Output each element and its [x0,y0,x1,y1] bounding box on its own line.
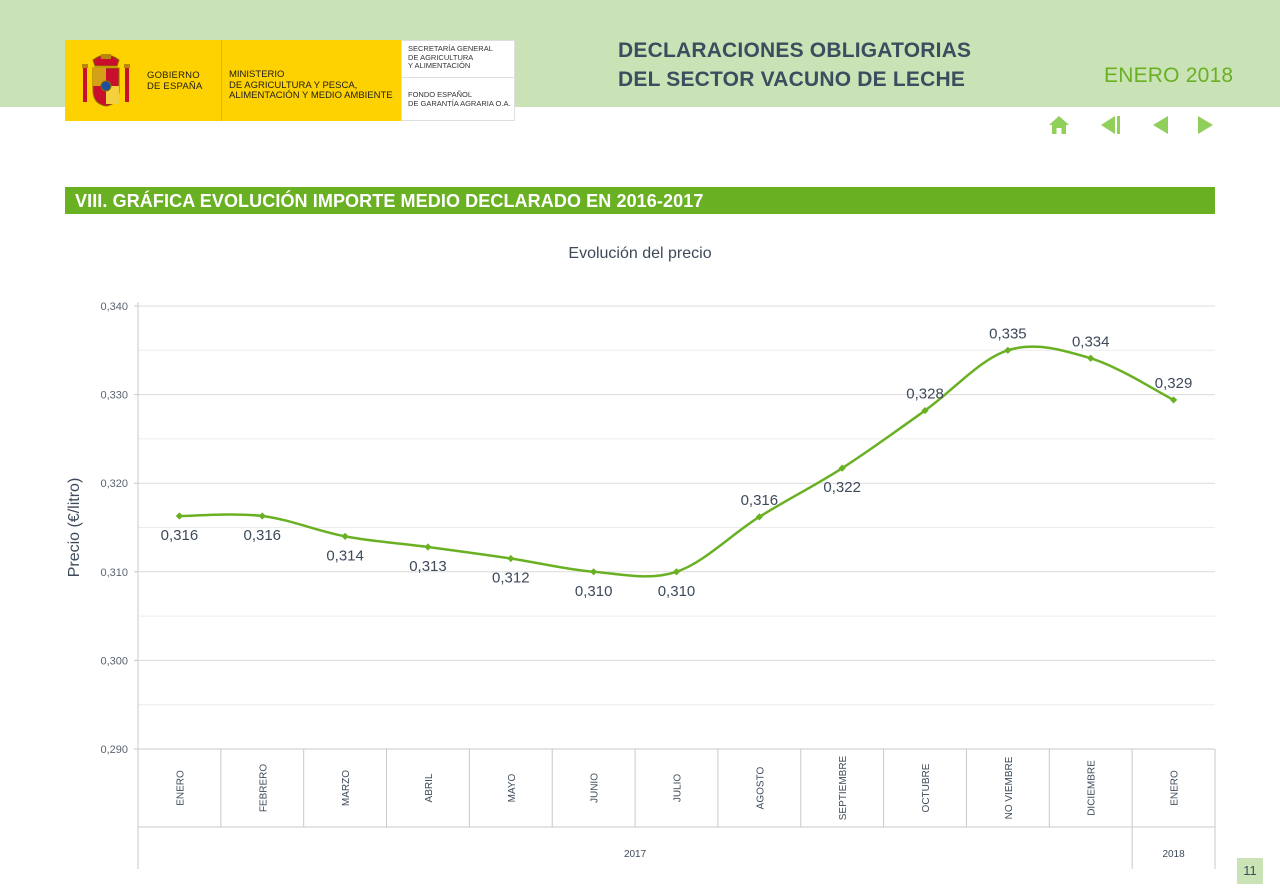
coat-of-arms-icon [82,54,130,107]
data-label: 0,310 [658,583,696,600]
home-icon[interactable] [1047,113,1071,137]
data-point [1169,396,1178,404]
section-title: VIII. GRÁFICA EVOLUCIÓN IMPORTE MEDIO DE… [75,191,704,211]
secretaria-line-1: SECRETARÍA GENERAL [408,44,493,53]
chart-title: Evolución del precio [568,245,711,262]
data-label: 0,329 [1155,375,1193,392]
x-tick-label: MARZO [341,770,352,806]
data-label: 0,314 [326,547,364,564]
y-tick-label: 0,310 [100,567,128,579]
ministerio-line-1: MINISTERIO [229,69,285,80]
fondo-label: FONDO ESPAÑOL DE GARANTÍA AGRARIA O.A. [408,90,511,108]
secretaria-line-2: DE AGRICULTURA [408,52,474,62]
document-title-line-2: DEL SECTOR VACUNO DE LECHE [618,68,966,91]
data-label: 0,312 [492,570,530,587]
fondo-line-1: FONDO ESPAÑOL [408,90,473,99]
data-point [755,513,763,521]
data-point [341,532,349,540]
x-tick-label: JUNIO [590,773,601,803]
data-label: 0,335 [989,325,1027,342]
data-label: 0,328 [906,386,944,403]
logo-white-block: SECRETARÍA GENERAL DE AGRICULTURA Y ALIM… [401,40,515,121]
x-tick-label: FEBRERO [258,764,269,813]
first-page-icon[interactable] [1097,113,1121,137]
secretaria-label: SECRETARÍA GENERAL DE AGRICULTURA Y ALIM… [408,44,493,71]
y-tick-label: 0,290 [100,744,128,756]
document-title: DECLARACIONES OBLIGATORIAS DEL SECTOR VA… [618,36,971,94]
ministerio-line-2: DE AGRICULTURA Y PESCA, [229,79,358,91]
data-point [921,406,929,415]
logo-white-divider [402,77,514,78]
data-label: 0,316 [741,492,779,509]
document-title-line-1: DECLARACIONES OBLIGATORIAS [618,39,972,62]
data-label: 0,334 [1072,333,1110,350]
data-label: 0,316 [161,527,199,544]
series-line [179,345,1175,578]
data-point [424,543,432,551]
x-tick-label: JULIO [673,774,684,803]
data-point [1087,354,1095,362]
data-point [258,512,266,520]
data-label: 0,310 [575,583,613,600]
y-axis-label: Precio (€/litro) [66,478,83,578]
y-tick-label: 0,330 [100,390,128,402]
data-point [1004,346,1012,354]
page-number: 11 [1237,858,1263,884]
x-tick-label: OCTUBRE [921,763,932,812]
year-label: 2018 [1162,849,1185,860]
x-tick-label: ENERO [1170,770,1181,806]
year-label: 2017 [624,849,647,860]
data-point [590,568,598,576]
logo-separator [221,40,222,121]
fondo-line-2: DE GARANTÍA AGRARIA O.A. [408,98,511,108]
data-point [507,554,515,563]
x-tick-label: ENERO [175,770,186,806]
y-tick-label: 0,320 [100,478,128,490]
gobierno-label: GOBIERNO DE ESPAÑA [147,70,202,92]
gobierno-line-2: DE ESPAÑA [147,81,203,92]
ministerio-label: MINISTERIO DE AGRICULTURA Y PESCA, ALIME… [229,69,393,102]
data-label: 0,322 [823,479,861,496]
data-point [672,568,681,576]
document-date: ENERO 2018 [1104,64,1234,87]
x-tick-label: SEPTIEMBRE [838,755,849,820]
data-label: 0,316 [243,527,281,544]
gobierno-line-1: GOBIERNO [147,70,200,81]
data-point [175,512,184,520]
data-label: 0,313 [409,558,447,575]
secretaria-line-3: Y ALIMENTACIÓN [408,61,471,71]
x-tick-label: AGOSTO [755,766,766,809]
government-logo: GOBIERNO DE ESPAÑA MINISTERIO DE AGRICUL… [65,40,515,121]
section-header: VIII. GRÁFICA EVOLUCIÓN IMPORTE MEDIO DE… [65,187,1215,214]
y-tick-label: 0,300 [100,655,128,667]
previous-page-icon[interactable] [1148,113,1172,137]
x-tick-label: MAYO [507,773,518,802]
y-tick-label: 0,340 [100,301,128,313]
next-page-icon[interactable] [1194,113,1218,137]
x-tick-label: ABRIL [424,773,435,802]
data-point [838,464,846,472]
x-tick-label: NO VIEMBRE [1004,756,1015,819]
x-tick-label: DICIEMBRE [1087,760,1098,816]
ministerio-line-3: ALIMENTACIÓN Y MEDIO AMBIENTE [229,90,393,101]
logo-yellow-block: GOBIERNO DE ESPAÑA MINISTERIO DE AGRICUL… [65,40,401,121]
